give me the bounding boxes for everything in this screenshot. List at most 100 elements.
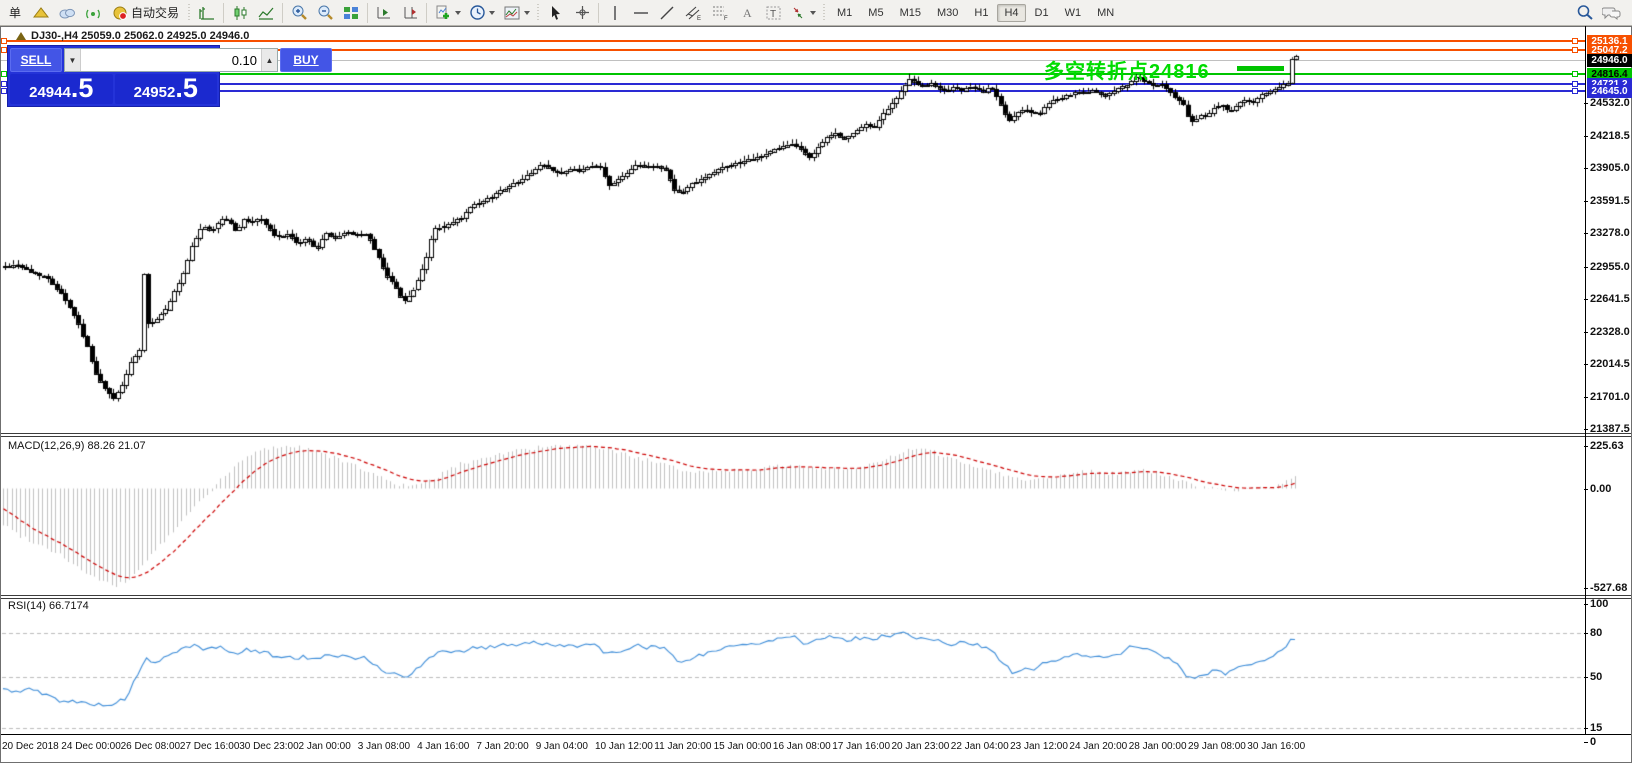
price-tick: 225.63	[1584, 440, 1624, 452]
buy-price[interactable]: 24952.5	[114, 74, 217, 104]
timeframe-m30[interactable]: M30	[936, 6, 959, 19]
sell-price[interactable]: 24944.5	[10, 74, 113, 104]
cloud-icon[interactable]	[55, 2, 79, 24]
auto-scroll-icon[interactable]	[372, 2, 396, 24]
resistance-line-2-handle-left[interactable]	[1, 47, 7, 53]
toolbar-separator	[426, 2, 428, 23]
timeframe-m1[interactable]: M1	[837, 6, 853, 19]
zoom-in-icon[interactable]	[287, 2, 311, 24]
toolbar-separator	[282, 2, 284, 23]
current-price-line-badge: 24946.0	[1587, 54, 1632, 67]
one-click-trade-panel: SELL ▼ ▲ BUY 24944.5 24952.5	[7, 45, 332, 107]
price-tick: 21701.0	[1584, 391, 1630, 403]
vertical-line-icon[interactable]	[603, 2, 627, 24]
price-tick: -527.68	[1584, 582, 1627, 594]
pane-separator-rsi[interactable]	[1, 595, 1631, 599]
chat-icon[interactable]	[1599, 2, 1625, 24]
time-label: 27 Dec 16:00	[179, 741, 240, 752]
resistance-line-1-handle-right[interactable]	[1572, 38, 1578, 44]
svg-text:A: A	[743, 6, 752, 20]
price-tick: 22328.0	[1584, 326, 1630, 338]
volume-input[interactable]	[81, 49, 261, 71]
volume-stepper: ▼ ▲	[64, 48, 278, 72]
fibonacci-icon[interactable]: F	[708, 2, 733, 24]
support-line-2-badge: 24645.0	[1587, 85, 1632, 98]
timeframe-m5[interactable]: M5	[868, 6, 884, 19]
bar-chart-icon[interactable]	[195, 2, 219, 24]
trendline-icon[interactable]	[655, 2, 679, 24]
add-indicator-icon[interactable]	[431, 2, 464, 24]
zoom-out-icon[interactable]	[313, 2, 337, 24]
chart-shift-icon[interactable]	[398, 2, 422, 24]
horizontal-line-icon[interactable]	[629, 2, 653, 24]
time-label: 17 Jan 16:00	[832, 741, 891, 752]
price-tick: 24218.5	[1584, 130, 1630, 142]
time-label: 2 Jan 00:00	[298, 741, 351, 752]
resistance-line-2-handle-right[interactable]	[1572, 47, 1578, 53]
time-label: 30 Jan 16:00	[1247, 741, 1306, 752]
price-tick: 21387.5	[1584, 423, 1630, 435]
line-chart-icon[interactable]	[254, 2, 278, 24]
symbol-arrow-icon	[16, 32, 26, 40]
price-tick: 15	[1584, 722, 1602, 734]
timeframe-m15[interactable]: M15	[899, 6, 921, 19]
resistance-line-1-handle-left[interactable]	[1, 38, 7, 44]
market-watch-icon[interactable]	[29, 2, 53, 24]
price-axis-line	[1585, 26, 1586, 735]
pivot-line-badge: 24816.4	[1587, 68, 1632, 81]
crosshair-icon[interactable]	[570, 2, 594, 24]
price-tick: 50	[1584, 671, 1602, 683]
price-tick: 24532.0	[1584, 97, 1630, 109]
signal-icon[interactable]	[81, 2, 105, 24]
toolbar-grip	[536, 3, 542, 22]
dropdown-caret	[455, 10, 462, 15]
timeframe-w1[interactable]: W1	[1064, 6, 1082, 19]
timeframe-d1[interactable]: D1	[1034, 6, 1049, 19]
text-label-icon[interactable]: T	[761, 2, 785, 24]
search-icon[interactable]	[1573, 2, 1597, 24]
new-order-button[interactable]: 单	[8, 6, 21, 20]
support-line-1-handle-right[interactable]	[1572, 81, 1578, 87]
price-tick: 22014.5	[1584, 358, 1630, 370]
time-label: 9 Jan 04:00	[535, 741, 588, 752]
pivot-annotation-text[interactable]: 多空转折点24816	[1044, 61, 1210, 83]
support-line-2-handle-right[interactable]	[1572, 88, 1578, 94]
timeframe-h1[interactable]: H1	[974, 6, 989, 19]
template-icon[interactable]	[500, 2, 533, 24]
autotrade-button[interactable]: 自动交易	[107, 2, 184, 24]
equidistant-channel-icon[interactable]: E	[681, 2, 706, 24]
pivot-line-handle-left[interactable]	[1, 71, 7, 77]
sell-price-frac: .5	[70, 73, 94, 103]
buy-button[interactable]: BUY	[280, 48, 332, 72]
dropdown-caret	[489, 10, 496, 15]
cursor-icon[interactable]	[544, 2, 568, 24]
text-icon[interactable]: A	[735, 2, 759, 24]
price-tick: 23278.0	[1584, 227, 1630, 239]
pivot-line-handle-right[interactable]	[1572, 71, 1578, 77]
time-label: 4 Jan 16:00	[417, 741, 470, 752]
support-line-2-handle-left[interactable]	[1, 88, 7, 94]
volume-increase-button[interactable]: ▲	[261, 49, 277, 71]
timeframe-mn[interactable]: MN	[1097, 6, 1115, 19]
macd-label: MACD(12,26,9) 88.26 21.07	[8, 440, 146, 452]
pivot-annotation-bar[interactable]	[1237, 66, 1284, 71]
period-clock-icon[interactable]	[466, 2, 498, 24]
buy-price-main: 24952	[133, 84, 176, 101]
support-line-1-handle-left[interactable]	[1, 81, 7, 87]
toolbar-grip	[187, 3, 193, 22]
svg-text:T: T	[770, 9, 776, 20]
arrows-tool-icon[interactable]	[787, 2, 819, 24]
time-label: 16 Jan 08:00	[772, 741, 831, 752]
pane-separator-macd[interactable]	[1, 433, 1631, 437]
svg-text:E: E	[697, 16, 701, 21]
timeframe-h4[interactable]: H4	[997, 3, 1026, 22]
volume-decrease-button[interactable]: ▼	[65, 49, 81, 71]
sell-button[interactable]: SELL	[10, 48, 62, 72]
tile-windows-icon[interactable]	[339, 2, 363, 24]
sell-price-main: 24944	[29, 84, 71, 101]
timeframe-group: M1 M5 M15 M30 H1 H4 D1 W1 MN	[829, 3, 1122, 22]
time-label: 15 Jan 00:00	[713, 741, 772, 752]
candlestick-chart-icon[interactable]	[228, 2, 252, 24]
